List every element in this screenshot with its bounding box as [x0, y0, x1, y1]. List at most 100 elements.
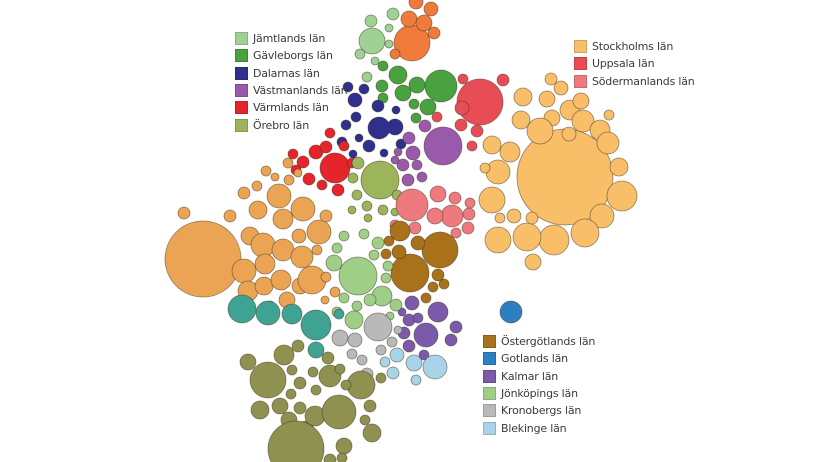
bubble	[511, 110, 531, 130]
bubble	[248, 200, 268, 220]
legend-label: Jämtlands län	[253, 32, 326, 46]
bubble	[470, 124, 484, 138]
bubble	[384, 23, 394, 33]
bubble	[375, 79, 389, 93]
bubble	[321, 394, 357, 430]
bubble	[324, 127, 336, 139]
bubble	[361, 71, 373, 83]
bubble	[363, 213, 373, 223]
bubble	[525, 211, 539, 225]
bubble	[478, 186, 506, 214]
bubble	[609, 157, 629, 177]
bubble	[340, 379, 352, 391]
bubble	[450, 227, 462, 239]
bubble	[321, 351, 335, 365]
bubble	[310, 384, 322, 396]
bubble	[448, 191, 462, 205]
bubble	[293, 376, 307, 390]
bubble	[377, 60, 389, 72]
bubble	[331, 329, 349, 347]
bubble	[338, 230, 350, 242]
bubble	[354, 133, 364, 143]
legend-label: Örebro län	[253, 118, 309, 132]
bubble	[362, 139, 376, 153]
bubble	[334, 363, 346, 375]
bubble	[351, 156, 365, 170]
bubble	[440, 204, 464, 228]
bubble	[319, 209, 333, 223]
bubble	[496, 73, 510, 87]
legend-label: Kronobergs län	[501, 404, 582, 418]
bubble	[306, 219, 332, 245]
bubble	[506, 208, 522, 224]
bubble	[291, 339, 305, 353]
bubble	[426, 207, 444, 225]
bubble	[421, 231, 459, 269]
bubble	[293, 401, 307, 415]
bubble	[420, 292, 432, 304]
bubble	[386, 7, 400, 21]
bubble	[391, 244, 407, 260]
legend-label: Västmanlands län	[253, 84, 348, 98]
bubble	[408, 221, 422, 235]
bubble	[350, 111, 362, 123]
bubble	[553, 80, 569, 96]
bubble	[293, 168, 303, 178]
bubble	[444, 333, 458, 347]
legend-swatch	[483, 352, 496, 366]
legend-label: Jönköpings län	[501, 387, 578, 401]
legend-swatch	[574, 40, 587, 54]
bubble	[362, 423, 382, 443]
bubble	[370, 56, 380, 66]
bubble	[393, 147, 403, 157]
bubble	[380, 248, 392, 260]
legend-item: Blekinge län	[483, 419, 595, 436]
bubble	[282, 157, 294, 169]
legend-item: Gotlands län	[483, 350, 595, 367]
bubble	[325, 254, 343, 272]
bubble	[266, 183, 292, 209]
bubble	[454, 118, 468, 132]
legend-label: Stockholms län	[592, 40, 674, 54]
bubble	[479, 162, 491, 174]
bubble	[394, 84, 412, 102]
legend-item: Östergötlands län	[483, 333, 595, 350]
bubble	[237, 186, 251, 200]
bubble	[408, 0, 424, 10]
bubble	[393, 325, 403, 335]
bubble	[382, 260, 394, 272]
bubble	[286, 364, 298, 376]
bubble	[386, 366, 400, 380]
bubble	[164, 220, 242, 298]
bubble	[380, 272, 392, 284]
bubble	[231, 258, 257, 284]
bubble	[427, 301, 449, 323]
bubble	[431, 111, 443, 123]
bubble	[538, 224, 570, 256]
bubble	[418, 119, 432, 133]
bubble	[377, 204, 389, 216]
bubble	[358, 83, 370, 95]
bubble	[311, 244, 323, 256]
bubble	[363, 312, 393, 342]
legend-swatch	[235, 84, 248, 98]
bubble	[271, 397, 289, 415]
bubble	[344, 310, 364, 330]
bubble	[338, 256, 378, 296]
bubble	[485, 159, 511, 185]
bubble	[423, 126, 463, 166]
bubble	[389, 347, 405, 363]
legend-swatch	[483, 421, 496, 435]
bubble	[410, 374, 422, 386]
bubble	[572, 92, 590, 110]
bubble	[456, 78, 504, 126]
bubble	[290, 196, 316, 222]
legend-swatch	[235, 32, 248, 46]
bubble	[287, 148, 299, 160]
bubble	[358, 228, 370, 240]
bubble	[427, 26, 441, 40]
bubble	[457, 73, 469, 85]
bubble	[239, 353, 257, 371]
bubble	[296, 155, 310, 169]
bubble	[331, 183, 345, 197]
